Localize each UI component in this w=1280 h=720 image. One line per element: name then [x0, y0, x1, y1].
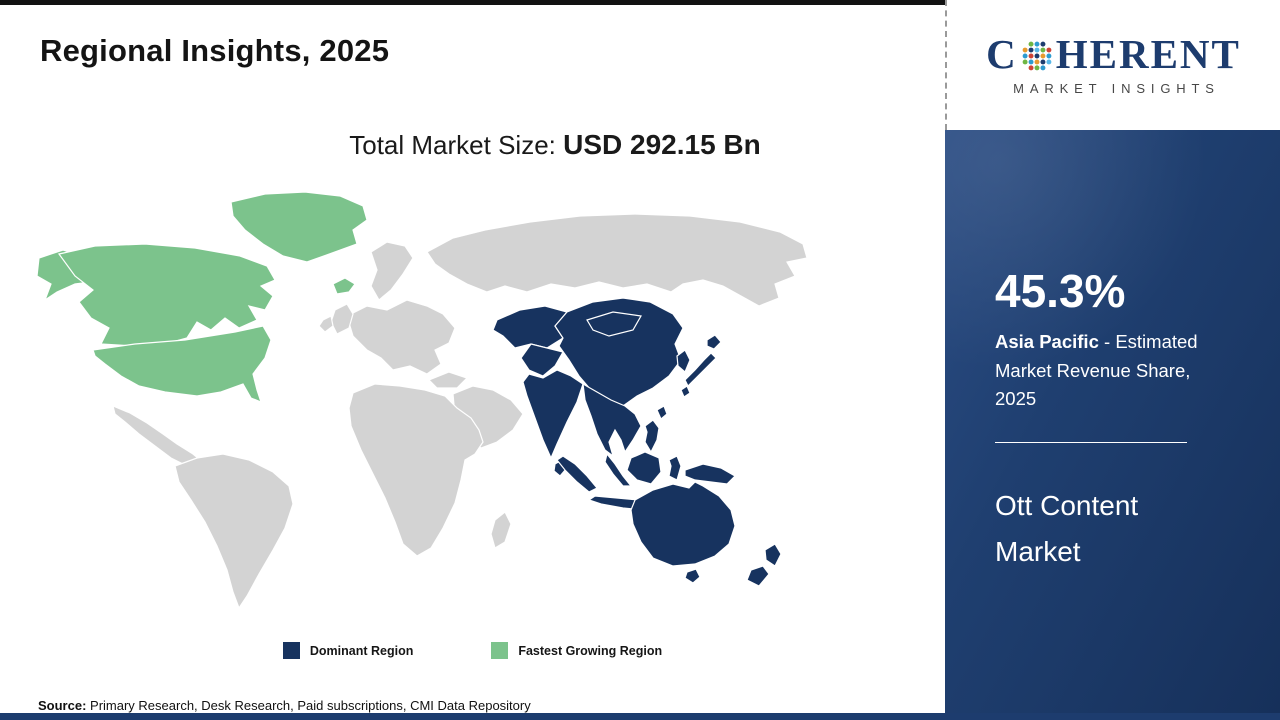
island-kyushu — [680, 385, 691, 398]
region-central-america — [112, 404, 207, 469]
logo: C HERENT MARKET INSIGHTS — [945, 0, 1280, 130]
source-note: Source: Primary Research, Desk Research,… — [38, 698, 531, 713]
country-philippines — [644, 419, 660, 454]
country-uk — [330, 303, 354, 335]
region-north-america — [36, 191, 368, 404]
country-india — [522, 369, 584, 460]
region-afghanistan-pakistan — [520, 343, 564, 377]
country-greenland — [230, 191, 368, 263]
legend-item-fastest-growing: Fastest Growing Region — [491, 642, 662, 659]
region-europe — [346, 299, 456, 375]
island-hokkaido — [706, 334, 722, 350]
country-china — [554, 297, 684, 407]
region-africa — [348, 383, 484, 557]
stat-region-detail: - Estimated Market Revenue Share, 2025 — [995, 331, 1198, 410]
region-south-america — [174, 453, 294, 610]
country-turkey — [427, 371, 469, 389]
legend-item-dominant: Dominant Region — [282, 642, 414, 659]
country-canada — [57, 243, 276, 347]
nz-north-island — [764, 543, 782, 567]
page-title: Regional Insights, 2025 — [40, 33, 390, 68]
island-taiwan — [656, 405, 668, 420]
globe-dots-icon — [1022, 41, 1052, 70]
logo-text-c: C — [986, 31, 1018, 77]
market-name: Ott Content Market — [995, 490, 1139, 568]
island-honshu — [684, 352, 717, 388]
market-size-value: USD 292.15 Bn — [563, 129, 761, 160]
region-malay-peninsula — [604, 452, 633, 487]
logo-brand-row: C HERENT — [986, 34, 1241, 75]
region-central-asia — [492, 305, 569, 349]
island-sumatra — [556, 455, 598, 493]
sidebar-divider — [995, 442, 1187, 444]
dominant-region-swatch — [282, 642, 300, 659]
island-new-guinea — [684, 463, 736, 485]
region-asia-pacific — [492, 297, 782, 587]
dominant-region-label: Dominant Region — [309, 643, 414, 658]
country-russia — [426, 213, 808, 307]
country-south-korea — [676, 349, 691, 373]
country-scandinavia — [370, 241, 414, 301]
world-map — [35, 188, 815, 618]
source-text: Primary Research, Desk Research, Paid su… — [86, 698, 531, 713]
country-usa — [92, 325, 272, 404]
stat-value: 45.3% — [995, 265, 1126, 317]
stat-region-name: Asia Pacific — [995, 331, 1099, 352]
stat-description: Asia Pacific - Estimated Market Revenue … — [995, 328, 1229, 414]
main-content: Regional Insights, 2025 Total Market Siz… — [0, 0, 945, 713]
region-indochina — [582, 382, 642, 458]
map-legend: Dominant Region Fastest Growing Region — [0, 642, 945, 659]
world-map-svg — [36, 191, 808, 610]
source-label: Source: — [38, 698, 87, 713]
country-madagascar — [490, 511, 512, 549]
country-mongolia — [586, 311, 642, 337]
market-size-label: Total Market Size: — [349, 130, 564, 160]
island-sulawesi — [668, 455, 682, 481]
fastest-growing-region-swatch — [491, 642, 509, 659]
logo-text-herent: HERENT — [1055, 31, 1241, 77]
nz-south-island — [746, 565, 770, 587]
region-rest-of-world — [112, 213, 808, 610]
country-ireland — [318, 315, 334, 333]
logo-tagline: MARKET INSIGHTS — [1013, 81, 1220, 96]
country-australia — [630, 481, 736, 567]
island-borneo — [626, 451, 662, 485]
fastest-growing-region-label: Fastest Growing Region — [518, 643, 663, 658]
island-tasmania — [684, 568, 701, 584]
market-size-heading: Total Market Size: USD 292.15 Bn — [0, 129, 945, 161]
bottom-accent-bar — [0, 713, 1280, 720]
country-iceland — [332, 277, 356, 295]
sidebar: 45.3% Asia Pacific - Estimated Market Re… — [945, 130, 1280, 720]
